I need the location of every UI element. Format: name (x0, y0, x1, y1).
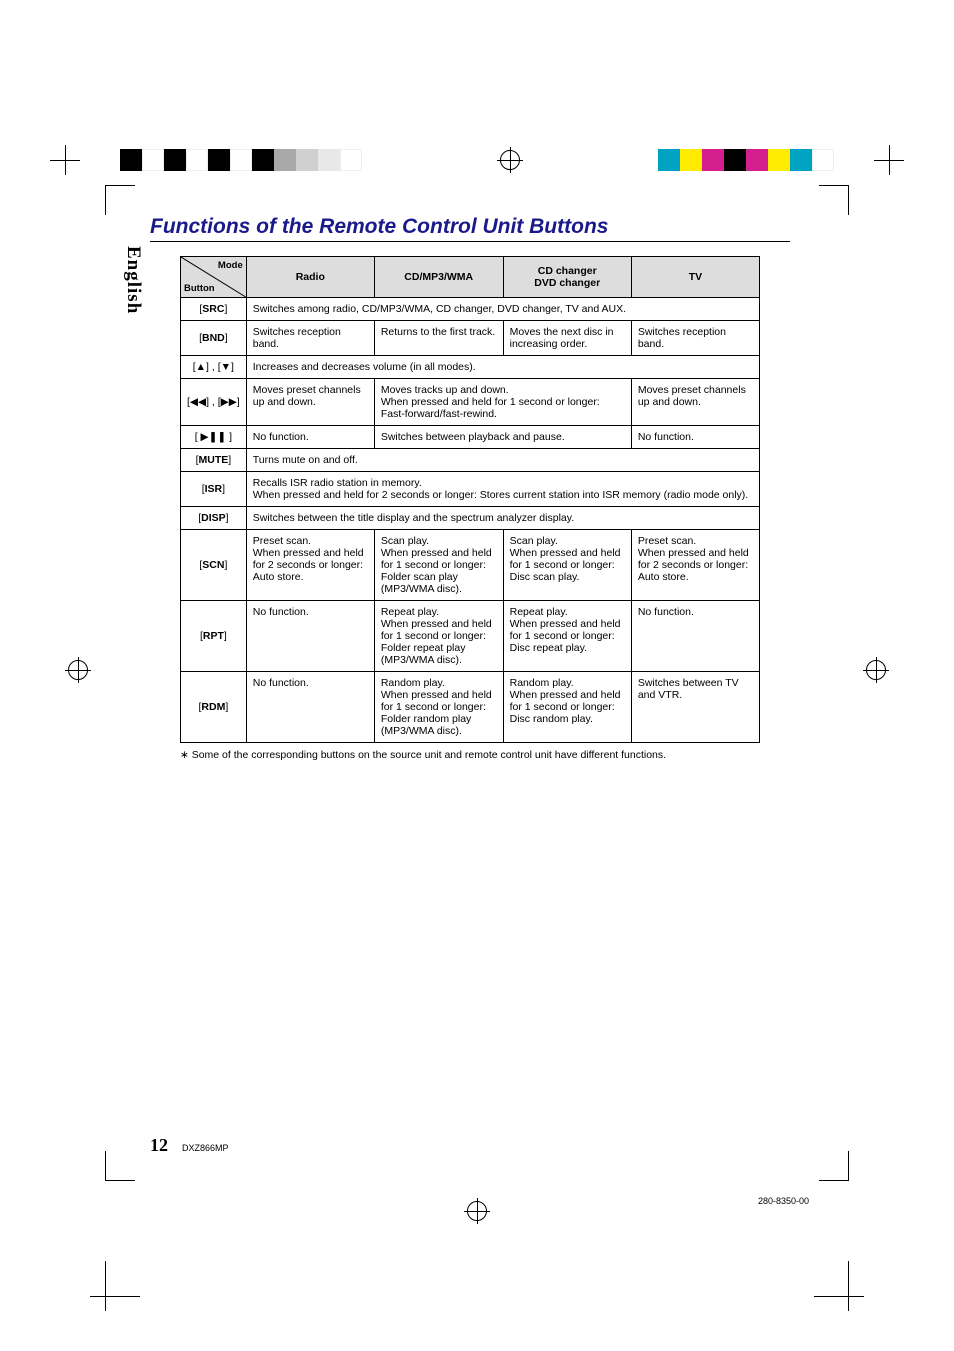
print-marks-bottom (0, 1191, 954, 1231)
table-cell: Repeat play.When pressed and held for 1 … (374, 601, 503, 672)
table-cell: Preset scan.When pressed and held for 2 … (246, 530, 374, 601)
table-row: [ISR]Recalls ISR radio station in memory… (181, 472, 760, 507)
table-cell: No function. (246, 672, 374, 743)
registration-mark-top (500, 150, 520, 170)
table-cell: Switches among radio, CD/MP3/WMA, CD cha… (246, 298, 759, 321)
table-cell: Moves preset channels up and down. (246, 379, 374, 426)
table-cell: Switches between playback and pause. (374, 426, 631, 449)
table-cell: No function. (246, 601, 374, 672)
table-cell: Random play.When pressed and held for 1 … (503, 672, 631, 743)
button-cell: [RPT] (181, 601, 247, 672)
table-cell: Switches between TV and VTR. (631, 672, 759, 743)
table-row: [SCN]Preset scan.When pressed and held f… (181, 530, 760, 601)
crop-mark-bottom-right (814, 1261, 864, 1311)
table-cell: Returns to the first track. (374, 321, 503, 356)
footnote: ∗ Some of the corresponding buttons on t… (180, 749, 790, 761)
page-content: Functions of the Remote Control Unit But… (150, 215, 790, 761)
page-number: 12 (150, 1135, 168, 1156)
table-cell: Random play.When pressed and held for 1 … (374, 672, 503, 743)
crop-mark-bottom-left (90, 1261, 140, 1311)
table-cell: Switches reception band. (631, 321, 759, 356)
header-mode-button: Mode Button (181, 257, 247, 298)
table-row: [◀◀] , [▶▶]Moves preset channels up and … (181, 379, 760, 426)
table-cell: Moves tracks up and down.When pressed an… (374, 379, 631, 426)
table-cell: Scan play.When pressed and held for 1 se… (503, 530, 631, 601)
crop-mark-top-left (0, 145, 80, 175)
page-corner-bl (105, 1151, 135, 1181)
page-corner-tr (819, 185, 849, 215)
table-cell: Increases and decreases volume (in all m… (246, 356, 759, 379)
registration-mark-left (68, 660, 88, 680)
table-row: [ ▶❚❚ ]No function.Switches between play… (181, 426, 760, 449)
table-row: [DISP]Switches between the title display… (181, 507, 760, 530)
table-row: [RPT]No function.Repeat play.When presse… (181, 601, 760, 672)
remote-functions-table: Mode Button Radio CD/MP3/WMA CD changerD… (180, 256, 760, 743)
section-title: Functions of the Remote Control Unit But… (150, 215, 790, 242)
registration-mark-bottom (467, 1201, 487, 1221)
table-cell: Moves preset channels up and down. (631, 379, 759, 426)
table-cell: Moves the next disc in increasing order. (503, 321, 631, 356)
print-marks-top (0, 140, 954, 180)
header-radio: Radio (246, 257, 374, 298)
language-tab: English (122, 246, 144, 314)
button-cell: [SCN] (181, 530, 247, 601)
table-row: [BND]Switches reception band.Returns to … (181, 321, 760, 356)
table-row: [SRC]Switches among radio, CD/MP3/WMA, C… (181, 298, 760, 321)
header-mode-label: Mode (218, 260, 243, 271)
table-cell: Switches between the title display and t… (246, 507, 759, 530)
header-cd: CD/MP3/WMA (374, 257, 503, 298)
page-corner-tl (105, 185, 135, 215)
button-cell: [SRC] (181, 298, 247, 321)
table-row: [▲] , [▼]Increases and decreases volume … (181, 356, 760, 379)
button-cell: [RDM] (181, 672, 247, 743)
table-cell: Recalls ISR radio station in memory.When… (246, 472, 759, 507)
button-cell: [◀◀] , [▶▶] (181, 379, 247, 426)
header-changer: CD changerDVD changer (503, 257, 631, 298)
table-cell: No function. (631, 426, 759, 449)
colorbar-left (120, 149, 362, 171)
table-row: [MUTE]Turns mute on and off. (181, 449, 760, 472)
table-cell: Switches reception band. (246, 321, 374, 356)
table-cell: Turns mute on and off. (246, 449, 759, 472)
button-cell: [BND] (181, 321, 247, 356)
table-cell: Scan play.When pressed and held for 1 se… (374, 530, 503, 601)
table-cell: Repeat play.When pressed and held for 1 … (503, 601, 631, 672)
crop-mark-top-right (874, 145, 954, 175)
button-cell: [▲] , [▼] (181, 356, 247, 379)
colorbar-right (658, 149, 834, 171)
table-cell: No function. (631, 601, 759, 672)
table-row: [RDM]No function.Random play.When presse… (181, 672, 760, 743)
header-button-label: Button (184, 283, 215, 294)
button-cell: [ ▶❚❚ ] (181, 426, 247, 449)
button-cell: [MUTE] (181, 449, 247, 472)
button-cell: [ISR] (181, 472, 247, 507)
registration-mark-right (866, 660, 886, 680)
button-cell: [DISP] (181, 507, 247, 530)
page-corner-br (819, 1151, 849, 1181)
table-cell: Preset scan.When pressed and held for 2 … (631, 530, 759, 601)
table-cell: No function. (246, 426, 374, 449)
page-footer: 12 DXZ866MP (150, 1135, 229, 1156)
model-number: DXZ866MP (182, 1143, 229, 1153)
header-tv: TV (631, 257, 759, 298)
